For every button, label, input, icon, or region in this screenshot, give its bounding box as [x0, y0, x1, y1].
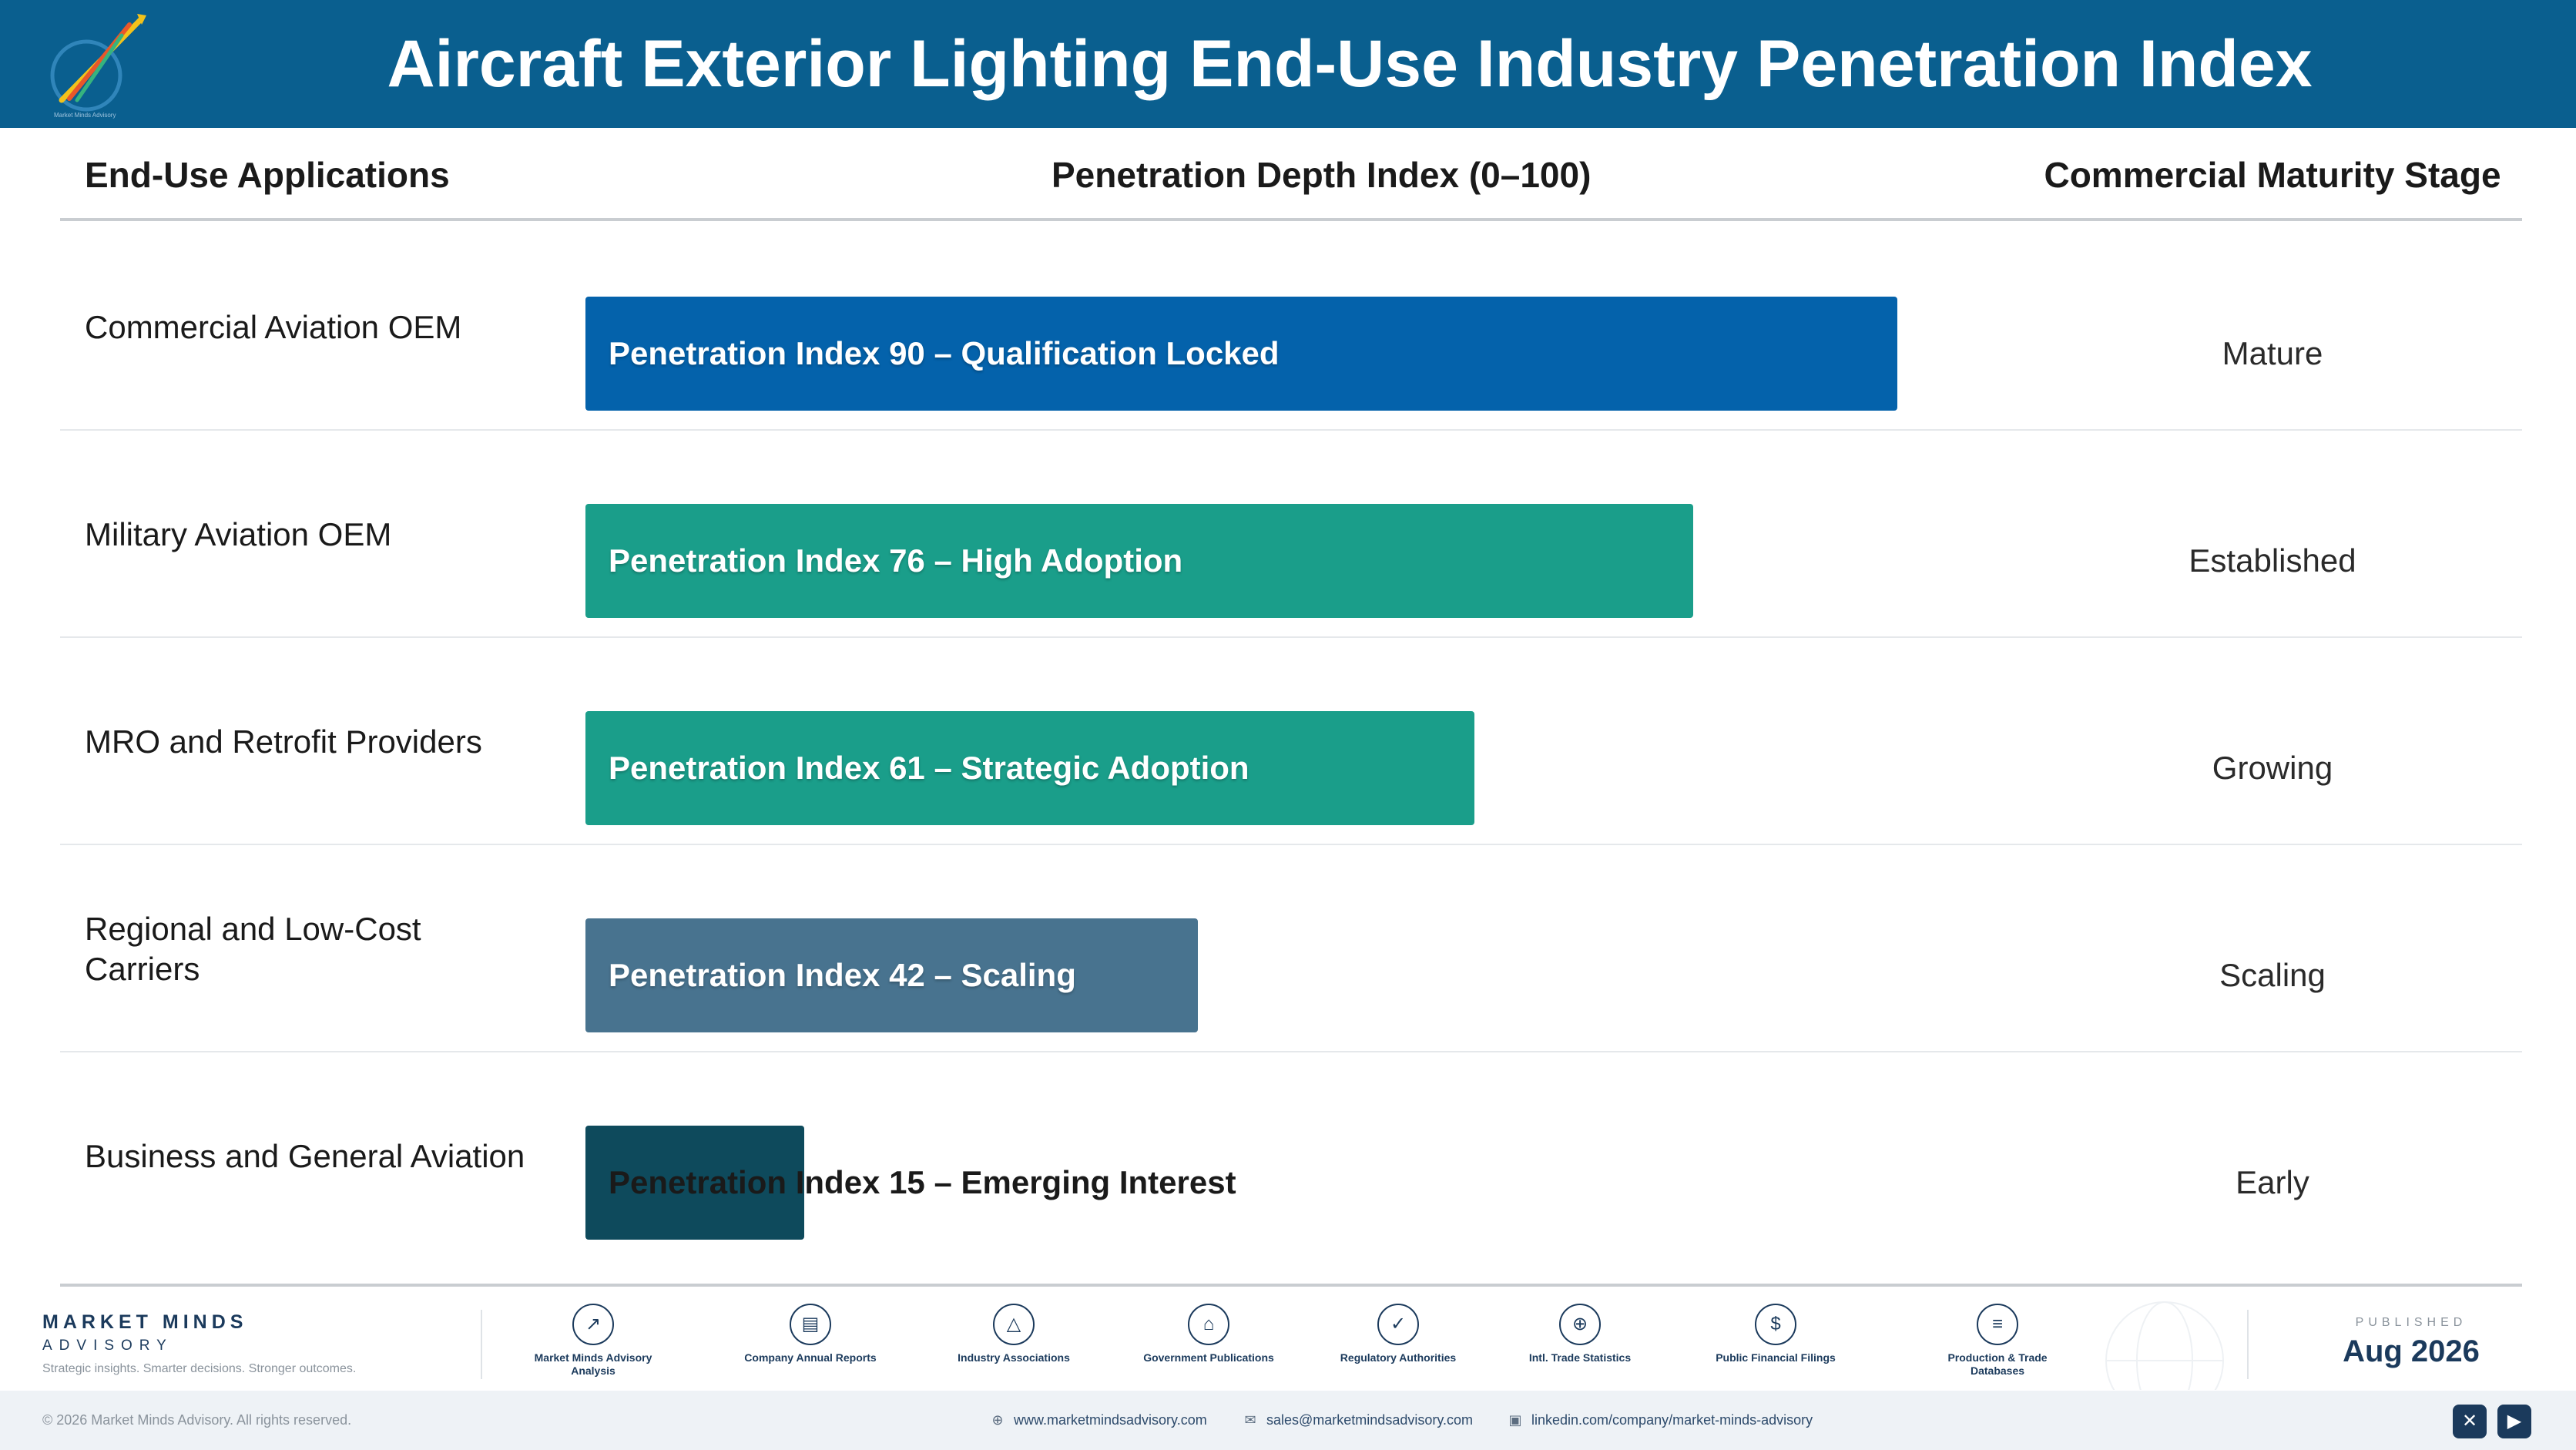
market-minds-logo-icon: Market Minds Advisory [50, 14, 146, 119]
source-item: ▤ Company Annual Reports [733, 1304, 887, 1364]
network-icon: △ [993, 1304, 1035, 1345]
bar-data-label: Penetration Index 61 – Strategic Adoptio… [609, 750, 1249, 786]
bar-data-label: Penetration Index 15 – Emerging Interest [609, 1164, 1236, 1200]
copyright-text: © 2026 Market Minds Advisory. All rights… [42, 1412, 352, 1428]
source-item: ⊕ Intl. Trade Statistics [1503, 1304, 1657, 1364]
source-label: Regulatory Authorities [1340, 1351, 1457, 1364]
penetration-bar [585, 1126, 804, 1240]
trend-chart-icon: ↗ [572, 1304, 614, 1345]
linkedin-text: linkedin.com/company/market-minds-adviso… [1531, 1412, 1813, 1428]
header-banner: Market Minds Advisory Aircraft Exterior … [0, 0, 2576, 128]
row-divider [60, 429, 2522, 431]
penetration-bar [585, 504, 1693, 618]
globe-watermark-icon [2105, 1301, 2224, 1390]
chart-row: Commercial Aviation OEM Penetration Index… [0, 223, 2576, 431]
database-icon: ≡ [1977, 1304, 2018, 1345]
bar-track: Penetration Index 76 – High Adoption [585, 504, 2043, 618]
email-link[interactable]: ✉ sales@marketmindsadvisory.com [1242, 1391, 1473, 1450]
maturity-stage: Established [2189, 542, 2356, 579]
government-building-icon: ⌂ [1188, 1304, 1229, 1345]
bar-track: Penetration Index 90 – Qualification Loc… [585, 297, 2043, 411]
maturity-stage: Mature [2222, 335, 2323, 371]
bar-track: Penetration Index 61 – Strategic Adoptio… [585, 711, 2043, 825]
penetration-bar [585, 297, 1897, 411]
footer: MARKET MINDS ADVISORY Strategic insights… [0, 1294, 2576, 1391]
column-header-stage: Commercial Maturity Stage [2044, 155, 2501, 195]
source-label: Public Financial Filings [1716, 1351, 1836, 1364]
source-item: ↗ Market Minds Advisory Analysis [516, 1304, 670, 1378]
source-item: ✓ Regulatory Authorities [1321, 1304, 1475, 1364]
bar-track: Penetration Index 42 – Scaling [585, 918, 2043, 1032]
published-date: Aug 2026 [2343, 1334, 2480, 1368]
globe-icon: ⊕ [991, 1412, 1004, 1428]
bar-data-label: Penetration Index 42 – Scaling [609, 957, 1076, 993]
youtube-social-icon[interactable]: ▶ [2497, 1405, 2531, 1438]
published-label: PUBLISHED [2355, 1316, 2467, 1329]
brand-name: MARKET MINDS [42, 1311, 248, 1333]
penetration-chart: Commercial Aviation OEM Penetration Index… [0, 223, 2576, 1260]
column-header-index: Penetration Depth Index (0–100) [1052, 155, 1592, 195]
header-divider [60, 218, 2522, 221]
brand-subtitle: ADVISORY [42, 1338, 173, 1354]
source-item: ⌂ Government Publications [1132, 1304, 1286, 1364]
category-label: Regional and Low-Cost Carriers [85, 910, 421, 987]
shield-check-icon: ✓ [1377, 1304, 1419, 1345]
chart-bottom-divider [60, 1284, 2522, 1287]
maturity-stage: Scaling [2219, 957, 2326, 993]
source-item: △ Industry Associations [937, 1304, 1091, 1364]
svg-text:Market Minds Advisory: Market Minds Advisory [54, 112, 116, 119]
category-label: Business and General Aviation [85, 1137, 525, 1174]
source-label: Intl. Trade Statistics [1528, 1351, 1632, 1364]
category-label: Commercial Aviation OEM [85, 308, 462, 345]
category-label: Military Aviation OEM [85, 515, 392, 552]
source-label: Market Minds Advisory Analysis [534, 1351, 652, 1377]
maturity-stage: Growing [2212, 750, 2333, 786]
source-label: Government Publications [1143, 1351, 1274, 1364]
column-header-applications: End-Use Applications [85, 155, 450, 195]
footer-contact-bar: © 2026 Market Minds Advisory. All rights… [0, 1391, 2576, 1450]
mail-icon: ✉ [1244, 1412, 1256, 1428]
maturity-stage: Early [2236, 1164, 2309, 1200]
row-divider [60, 1051, 2522, 1052]
bar-data-label: Penetration Index 76 – High Adoption [609, 542, 1183, 579]
globe-icon: ⊕ [1559, 1304, 1601, 1345]
chart-row: Regional and Low-Cost Carriers Penetratio… [0, 845, 2576, 1052]
penetration-bar [585, 711, 1474, 825]
bar-track: Penetration Index 15 – Emerging Interest [585, 1126, 2043, 1240]
category-label: MRO and Retrofit Providers [85, 723, 482, 760]
source-label: Company Annual Reports [744, 1351, 877, 1364]
website-text: www.marketmindsadvisory.com [1014, 1412, 1207, 1428]
website-link[interactable]: ⊕ www.marketmindsadvisory.com [989, 1391, 1207, 1450]
bar-data-label: Penetration Index 90 – Qualification Loc… [609, 335, 1280, 371]
page-title: Aircraft Exterior Lighting End-Use Indus… [387, 27, 2313, 101]
chart-row: MRO and Retrofit Providers Penetration In… [0, 638, 2576, 845]
linkedin-icon: ▣ [1508, 1412, 1522, 1428]
footer-separator [2247, 1310, 2249, 1379]
email-text: sales@marketmindsadvisory.com [1266, 1412, 1474, 1428]
source-item: $ Public Financial Filings [1699, 1304, 1853, 1364]
chart-row: Military Aviation OEM Penetration Index 7… [0, 431, 2576, 638]
source-label: Production & Trade Databases [1947, 1351, 2048, 1377]
x-social-icon[interactable]: ✕ [2453, 1405, 2487, 1438]
row-divider [60, 844, 2522, 845]
source-label: Industry Associations [958, 1351, 1070, 1364]
footer-separator [481, 1310, 482, 1379]
brand-tagline: Strategic insights. Smarter decisions. S… [42, 1362, 357, 1375]
row-divider [60, 636, 2522, 638]
linkedin-link[interactable]: ▣ linkedin.com/company/market-minds-advis… [1507, 1391, 1813, 1450]
source-item: ≡ Production & Trade Databases [1920, 1304, 2075, 1378]
chart-row: Business and General Aviation Penetration… [0, 1052, 2576, 1260]
dollar-coin-icon: $ [1755, 1304, 1796, 1345]
penetration-bar [585, 918, 1198, 1032]
document-icon: ▤ [790, 1304, 831, 1345]
